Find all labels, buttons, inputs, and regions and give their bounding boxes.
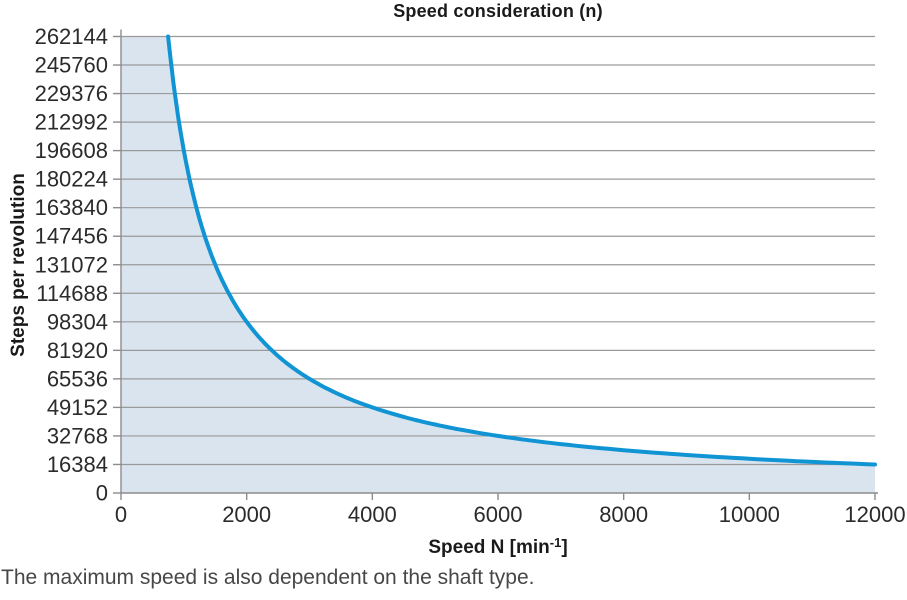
y-tick-label: 65536 xyxy=(47,366,108,391)
x-tick-label: 0 xyxy=(115,502,127,527)
y-tick-label: 147456 xyxy=(35,224,108,249)
y-tick-label: 16384 xyxy=(47,452,108,477)
y-tick-label: 0 xyxy=(96,481,108,506)
y-tick-label: 49152 xyxy=(47,395,108,420)
curve-area-fill xyxy=(121,36,875,493)
y-tick-label: 196608 xyxy=(35,138,108,163)
y-tick-label: 163840 xyxy=(35,195,108,220)
y-tick-label: 245760 xyxy=(35,53,108,78)
chart-title: Speed consideration (n) xyxy=(393,1,603,21)
y-tick-label: 229376 xyxy=(35,81,108,106)
y-axis-title: Steps per revolution xyxy=(8,173,29,357)
x-axis-title-bracket: ] xyxy=(561,537,568,558)
speed-limit-curve xyxy=(166,34,877,467)
x-axis-title-superscript: -1 xyxy=(549,535,562,550)
x-axis-title: Speed N [min-1] xyxy=(121,535,875,559)
x-tick-label: 10000 xyxy=(719,502,780,527)
y-tick-label: 180224 xyxy=(35,167,108,192)
y-tick-label: 81920 xyxy=(47,338,108,363)
y-tick-label: 32768 xyxy=(47,423,108,448)
y-tick-label: 212992 xyxy=(35,110,108,135)
x-tick-label: 4000 xyxy=(348,502,397,527)
x-axis-title-text: Speed N [min xyxy=(428,537,550,558)
figure-caption: The maximum speed is also dependent on t… xyxy=(1,566,535,589)
y-tick-label: 262144 xyxy=(35,24,108,49)
y-tick-label: 114688 xyxy=(36,281,108,306)
y-tick-label: 98304 xyxy=(47,309,108,334)
y-tick-label: 131072 xyxy=(35,252,108,277)
x-tick-label: 6000 xyxy=(474,502,523,527)
x-tick-label: 8000 xyxy=(599,502,648,527)
x-tick-label: 12000 xyxy=(844,502,905,527)
x-tick-label: 2000 xyxy=(222,502,271,527)
